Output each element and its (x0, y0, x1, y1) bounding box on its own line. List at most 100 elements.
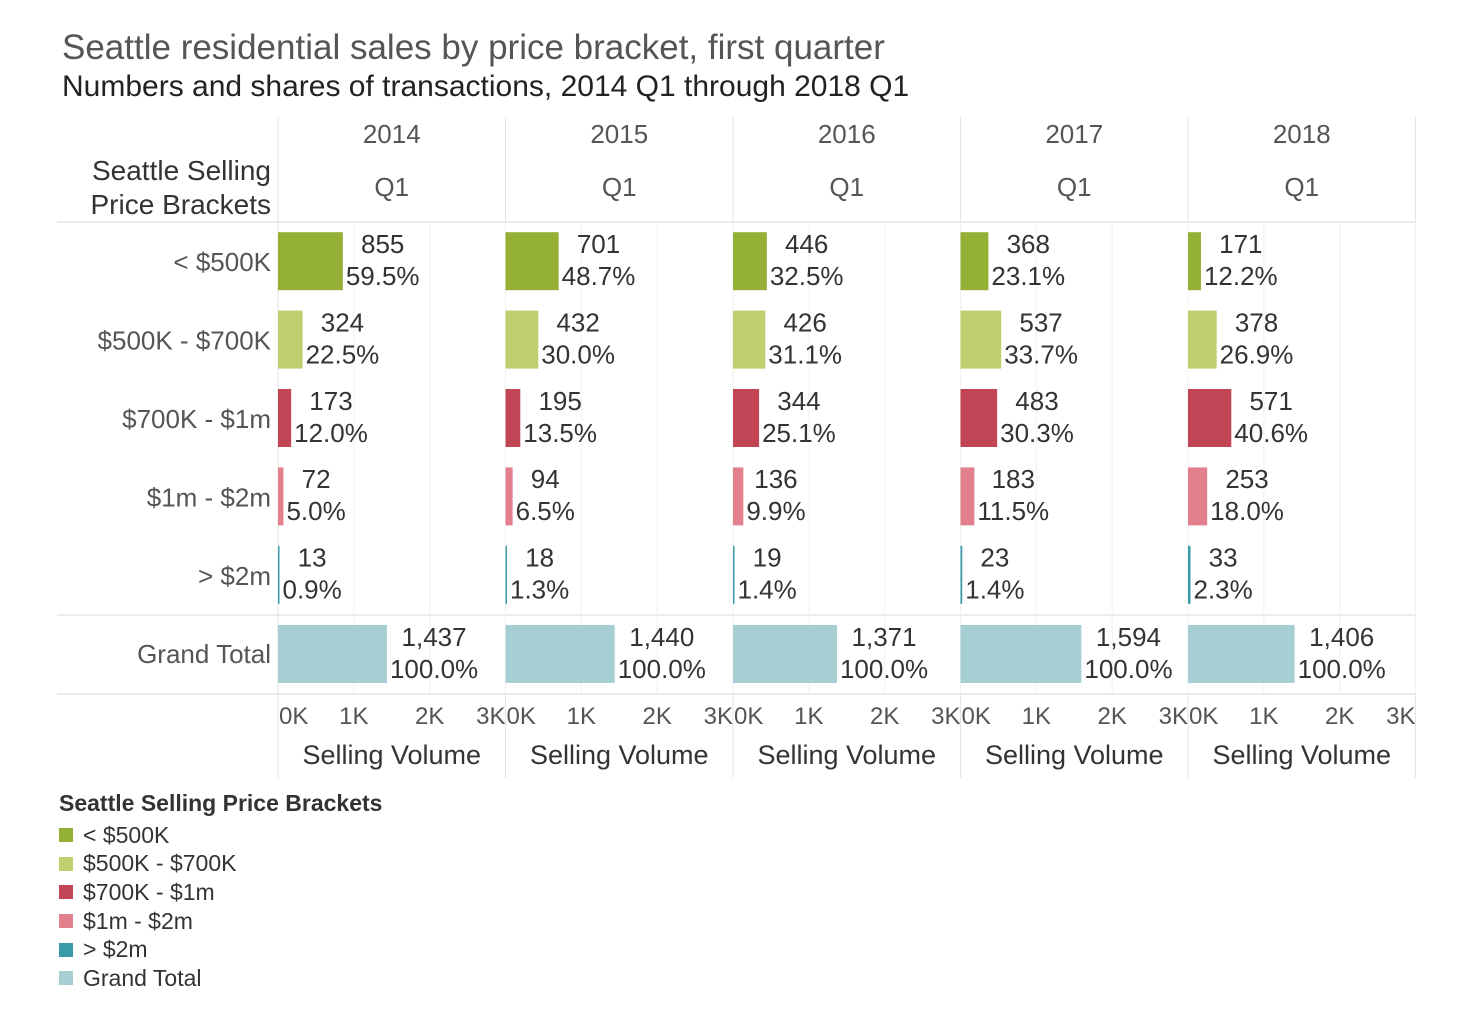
bar (733, 467, 744, 526)
column-quarter: Q1 (602, 172, 637, 202)
bar-count-label: 701 (577, 229, 620, 259)
legend-label: < $500K (83, 821, 170, 848)
bar-share-label: 40.6% (1234, 418, 1308, 448)
bar-share-label: 1.4% (738, 575, 797, 605)
legend-label: $1m - $2m (83, 907, 193, 934)
bar-count-label: 136 (754, 464, 797, 494)
legend-label: $700K - $1m (83, 878, 215, 905)
bar (960, 545, 963, 604)
row-header-label: Seattle Selling (92, 155, 271, 186)
x-tick-label: 3K (704, 703, 733, 730)
x-tick-label: 0K (1189, 703, 1218, 730)
legend-label: > $2m (83, 936, 148, 963)
x-axis-title: Selling Volume (530, 740, 709, 770)
bar-share-label: 1.3% (510, 575, 569, 605)
bar-share-label: 48.7% (562, 261, 636, 291)
bar-count-label: 432 (556, 307, 599, 337)
column-year: 2017 (1045, 119, 1103, 149)
x-tick-label: 0K (507, 703, 536, 730)
bar-count-label: 537 (1019, 307, 1062, 337)
legend-swatch (59, 914, 73, 929)
x-axis-title: Selling Volume (1212, 740, 1391, 770)
bar-share-label: 18.0% (1210, 496, 1284, 526)
bar (960, 310, 1002, 369)
bar-share-label: 12.0% (294, 418, 368, 448)
x-tick-label: 1K (1022, 703, 1051, 730)
bar (733, 310, 766, 369)
chart-title: Seattle residential sales by price brack… (62, 28, 885, 67)
bar (505, 625, 615, 683)
bar-count-label: 571 (1249, 386, 1292, 416)
bar (278, 232, 343, 291)
row-header-label: Price Brackets (91, 189, 272, 220)
bar (1188, 310, 1217, 369)
row-label: $500K - $700K (98, 326, 272, 356)
legend-label: Grand Total (83, 964, 202, 991)
row-label: > $2m (198, 561, 271, 591)
x-axis-title: Selling Volume (302, 740, 481, 770)
bar (1188, 625, 1295, 683)
bar-count-label: 72 (302, 464, 331, 494)
x-tick-label: 1K (567, 703, 596, 730)
bar-count-label: 195 (538, 386, 581, 416)
bar-count-label: 324 (321, 307, 364, 337)
bar-share-label: 0.9% (283, 575, 342, 605)
bar-count-label: 13 (298, 543, 327, 573)
bar-count-label: 1,406 (1309, 622, 1374, 652)
column-year: 2016 (818, 119, 876, 149)
legend-item: > $2m (59, 935, 382, 964)
bar (733, 625, 837, 683)
bar-share-label: 100.0% (618, 654, 706, 684)
x-tick-label: 2K (642, 703, 671, 730)
bar (733, 389, 760, 447)
legend-swatch (59, 828, 73, 843)
bar (1188, 545, 1191, 604)
bar-share-label: 9.9% (746, 496, 805, 526)
column-year: 2014 (363, 119, 421, 149)
bar-share-label: 26.9% (1220, 339, 1294, 369)
x-axis-title: Selling Volume (985, 740, 1164, 770)
bar-count-label: 368 (1007, 229, 1050, 259)
bar-share-label: 2.3% (1194, 575, 1253, 605)
legend-swatch (59, 885, 73, 900)
x-tick-label: 1K (339, 703, 368, 730)
bar (733, 545, 735, 604)
bar (278, 389, 292, 447)
bar-share-label: 22.5% (306, 339, 380, 369)
bar (1188, 232, 1201, 291)
bar-share-label: 30.0% (541, 339, 615, 369)
bar (505, 310, 539, 369)
bar-count-label: 1,440 (629, 622, 694, 652)
legend-items: < $500K $500K - $700K $700K - $1m $1m - $2m… (59, 821, 382, 993)
x-tick-label: 3K (1159, 703, 1188, 730)
legend-item: Grand Total (59, 964, 382, 993)
bar-share-label: 100.0% (1298, 654, 1386, 684)
x-tick-label: 1K (1249, 703, 1278, 730)
legend: Seattle Selling Price Brackets < $500K $5… (59, 790, 382, 993)
bar-share-label: 13.5% (523, 418, 597, 448)
bar (960, 232, 989, 291)
bar-count-label: 855 (361, 229, 404, 259)
bar (960, 389, 998, 447)
column-quarter: Q1 (374, 172, 409, 202)
bar (278, 310, 303, 369)
x-tick-label: 0K (962, 703, 991, 730)
bar-count-label: 1,371 (852, 622, 917, 652)
bar-share-label: 59.5% (346, 261, 420, 291)
bar-count-label: 173 (309, 386, 352, 416)
bar (505, 389, 521, 447)
legend-item: $700K - $1m (59, 878, 382, 907)
legend-swatch (59, 942, 73, 957)
bar (278, 625, 387, 683)
bar-share-label: 100.0% (840, 654, 928, 684)
bar-count-label: 483 (1015, 386, 1058, 416)
legend-title: Seattle Selling Price Brackets (59, 790, 383, 816)
row-label: < $500K (173, 247, 271, 277)
x-tick-label: 3K (476, 703, 505, 730)
bar-share-label: 12.2% (1204, 261, 1278, 291)
bar-count-label: 19 (753, 543, 782, 573)
x-tick-label: 0K (279, 703, 308, 730)
bar (505, 545, 507, 604)
bar-count-label: 446 (785, 229, 828, 259)
